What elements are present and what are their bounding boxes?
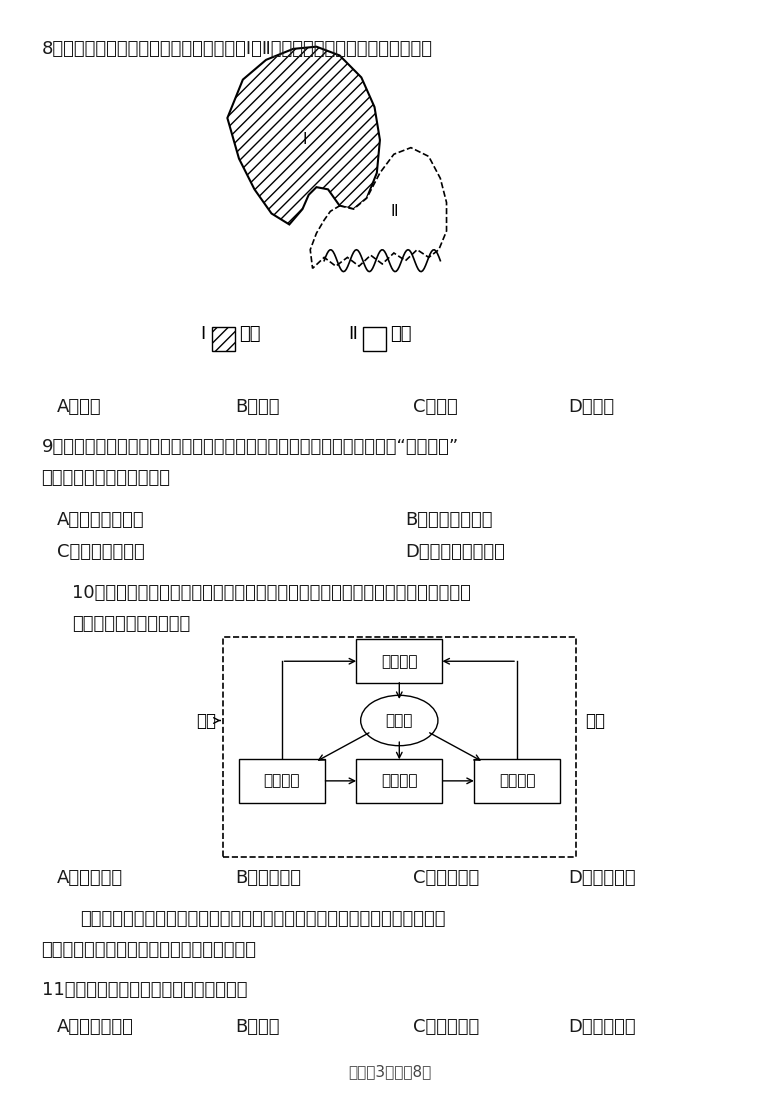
Text: 输入: 输入 xyxy=(196,711,216,729)
FancyBboxPatch shape xyxy=(363,326,386,351)
Text: A．植被: A．植被 xyxy=(57,398,101,416)
Text: 输出: 输出 xyxy=(585,711,605,729)
FancyBboxPatch shape xyxy=(474,759,560,803)
Text: 地矛盾十分尖锐。据此完成１１－－１３题。: 地矛盾十分尖锐。据此完成１１－－１３题。 xyxy=(41,941,257,960)
Text: B．南北物产差异: B．南北物产差异 xyxy=(406,511,493,529)
Text: Ⅱ: Ⅱ xyxy=(348,325,356,343)
Text: A．河套平原: A．河套平原 xyxy=(57,869,123,887)
Text: C．降水: C．降水 xyxy=(413,398,458,416)
FancyBboxPatch shape xyxy=(356,640,442,683)
Text: 11．黄土高原最大的环境问题是（　　）: 11．黄土高原最大的环境问题是（ ） xyxy=(41,981,247,998)
Text: 沼气池: 沼气池 xyxy=(385,713,413,728)
Text: A．南北气候差异: A．南北气候差异 xyxy=(57,511,144,529)
Text: 适宜该模式的是（　　）: 适宜该模式的是（ ） xyxy=(73,615,191,633)
Text: C．辽东丘陵: C．辽东丘陵 xyxy=(413,869,480,887)
Ellipse shape xyxy=(360,695,438,746)
Text: Ⅰ: Ⅰ xyxy=(303,132,307,148)
Text: 9．我国南方的腌制品多偏向肉类，北方的腌制品多偏向蔬菜，造成腌制品“南肉北素”: 9．我国南方的腌制品多偏向肉类，北方的腌制品多偏向蔬菜，造成腌制品“南肉北素” xyxy=(41,439,459,457)
Text: 黄土高原地区开发历史悠久，在全国经济发展中具有重要地位，但近些年来人: 黄土高原地区开发历史悠久，在全国经济发展中具有重要地位，但近些年来人 xyxy=(80,910,445,929)
Text: 渔业养殖: 渔业养殖 xyxy=(381,773,417,789)
Text: B．黄淩平原: B．黄淩平原 xyxy=(235,869,301,887)
Text: A．土地荒漠化: A．土地荒漠化 xyxy=(57,1018,134,1036)
Text: B．气温: B．气温 xyxy=(235,398,279,416)
Text: C．水土流失: C．水土流失 xyxy=(413,1018,480,1036)
Text: D．食用盐种类不同: D．食用盐种类不同 xyxy=(406,543,505,560)
Text: 10．下图示意某循环农业模式，循环农业是美丽乡村建设的途径之一。下列地区最: 10．下图示意某循环农业模式，循环农业是美丽乡村建设的途径之一。下列地区最 xyxy=(73,585,471,602)
Text: 甘蔗种植: 甘蔗种植 xyxy=(498,773,535,789)
Text: 平原: 平原 xyxy=(390,325,412,343)
Text: 水稻种植: 水稻种植 xyxy=(264,773,300,789)
Polygon shape xyxy=(227,46,380,225)
FancyBboxPatch shape xyxy=(212,326,235,351)
FancyBboxPatch shape xyxy=(239,759,324,803)
Text: 试卷第3页，总8页: 试卷第3页，总8页 xyxy=(349,1064,431,1079)
Text: C．饮食习惯不同: C．饮食习惯不同 xyxy=(57,543,145,560)
FancyBboxPatch shape xyxy=(356,759,442,803)
Text: 山区: 山区 xyxy=(239,325,261,343)
Text: Ⅱ: Ⅱ xyxy=(390,204,398,218)
Text: D．闽浙丘陵: D．闽浙丘陵 xyxy=(568,869,636,887)
Text: D．地形: D．地形 xyxy=(568,398,614,416)
Text: 生猪饱养: 生猪饱养 xyxy=(381,654,417,668)
Text: 8．下图表示某河流流域范围，造成流域内Ⅰ、Ⅱ两区域差异的主要因素是（　　）: 8．下图表示某河流流域范围，造成流域内Ⅰ、Ⅱ两区域差异的主要因素是（ ） xyxy=(41,40,432,58)
Text: 差异的主要原因是（　　）: 差异的主要原因是（ ） xyxy=(41,469,171,488)
Text: D．气候变暖: D．气候变暖 xyxy=(568,1018,636,1036)
Polygon shape xyxy=(310,148,446,268)
Text: B．酸雨: B．酸雨 xyxy=(235,1018,279,1036)
Text: Ⅰ: Ⅰ xyxy=(200,325,206,343)
